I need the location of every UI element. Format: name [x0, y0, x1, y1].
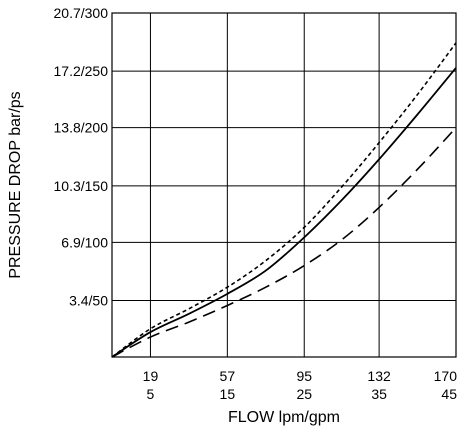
- series-line-dashed: [111, 127, 457, 358]
- x-tick-label-lpm-3: 132: [367, 368, 391, 384]
- x-tick-label-gpm-2: 25: [296, 386, 312, 402]
- plot-frame: [111, 12, 457, 358]
- x-tick-label-gpm-0: 5: [147, 386, 155, 402]
- x-axis-title: FLOW lpm/gpm: [228, 409, 340, 426]
- series-line-solid: [111, 67, 457, 358]
- x-tick-label-lpm-0: 19: [143, 368, 159, 384]
- series-line-dotted: [111, 42, 457, 358]
- grid-lines: [112, 13, 456, 357]
- y-tick-labels: 3.4/50 6.9/100 10.3/150 13.8/200 17.2/250 20.…: [54, 5, 109, 308]
- x-tick-label-lpm-4: 170: [434, 368, 458, 384]
- x-tick-label-gpm-3: 35: [371, 386, 387, 402]
- y-tick-label-2: 10.3/150: [54, 178, 109, 194]
- y-axis-title: PRESSURE DROP bar/ps: [7, 91, 24, 278]
- x-tick-label-lpm-2: 95: [296, 368, 312, 384]
- y-tick-label-0: 3.4/50: [69, 292, 108, 308]
- y-tick-label-4: 17.2/250: [54, 63, 109, 79]
- x-tick-label-gpm-4: 45: [441, 386, 457, 402]
- x-tick-label-gpm-1: 15: [220, 386, 236, 402]
- y-tick-label-5: 20.7/300: [54, 5, 109, 21]
- x-tick-label-lpm-1: 57: [220, 368, 236, 384]
- series-group: [111, 42, 457, 358]
- y-tick-label-3: 13.8/200: [54, 120, 109, 136]
- x-tick-labels: 19 5 57 15 95 25 132 35 170 45: [143, 368, 458, 402]
- y-tick-label-1: 6.9/100: [61, 234, 108, 250]
